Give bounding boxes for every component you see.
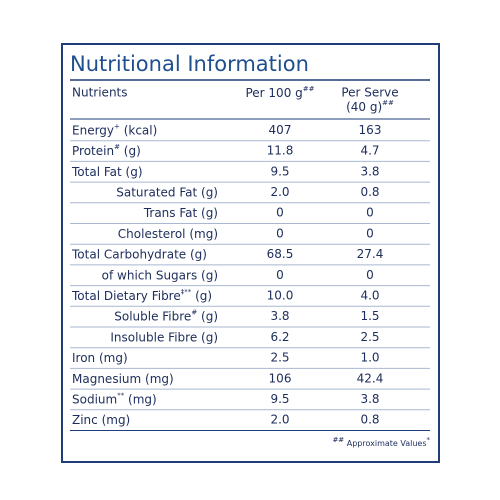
per100-value: 10.0 [267,288,294,302]
label-text: Total Dietary Fibre [71,288,181,302]
perserve-value: 1.5 [360,309,379,323]
per100-value: 9.5 [270,164,289,178]
nutrient-label: Total Carbohydrate (g) [71,247,207,261]
per100-value: 6.2 [270,330,289,344]
nutrient-label: Protein# (g) [72,143,141,158]
per100-value: 2.5 [270,351,289,365]
perserve-value: 0 [366,206,374,220]
per100-value: 0 [276,268,284,282]
label-sup: + [114,122,120,130]
perserve-value: 0 [366,268,374,282]
perserve-header-2: (40 g)## [346,99,394,114]
nutrients-header: Nutrients [72,86,128,100]
perserve-value: 27.4 [357,247,384,261]
per100-value: 0 [276,226,284,240]
nutrient-label: of which Sugars (g) [102,268,218,282]
nutrient-label: Cholesterol (mg) [118,226,218,240]
per100-value: 68.5 [267,247,294,261]
label-text: Magnesium (mg) [72,371,174,385]
per100-value: 407 [269,123,292,137]
label-unit: (g) [197,309,218,323]
nutrient-label: Total Dietary Fibre‡** (g) [71,288,212,303]
nutrient-label: Saturated Fat (g) [116,185,218,199]
per100-value: 2.0 [270,185,289,199]
perserve-value: 163 [359,123,382,137]
label-text: Total Carbohydrate (g) [71,247,207,261]
per100-value: 11.8 [267,144,294,158]
perserve-value: 2.5 [360,330,379,344]
perserve-value: 3.8 [360,392,379,406]
perserve-value: 42.4 [357,371,384,385]
nutrient-label: Energy+ (kcal) [72,122,157,137]
perserve-value: 1.0 [360,351,379,365]
perserve-value: 4.7 [360,144,379,158]
perserve-value: 0.8 [360,185,379,199]
label-text: Cholesterol (mg) [118,226,218,240]
label-border [61,43,440,463]
nutrient-label: Magnesium (mg) [72,371,174,385]
perserve-value: 0 [366,226,374,240]
label-sup: # [114,143,120,151]
label-sup: # [191,309,197,317]
label-text: Sodium [72,392,117,406]
per100-value: 0 [276,206,284,220]
per100-value: 106 [269,371,292,385]
label-unit: (kcal) [120,123,157,137]
label-text: Saturated Fat (g) [116,185,218,199]
nutrient-label: Sodium** (mg) [72,391,157,406]
per100-header: Per 100 g## [245,85,314,100]
perserve-value: 3.8 [360,164,379,178]
per100-value: 2.0 [270,413,289,427]
label-text: Energy [72,123,114,137]
nutrient-label: Insoluble Fibre (g) [110,330,218,344]
label-text: of which Sugars (g) [102,268,218,282]
per100-value: 9.5 [270,392,289,406]
per100-value: 3.8 [270,309,289,323]
label-sup: ** [117,391,125,399]
title: Nutritional Information [70,52,309,76]
perserve-header: Per Serve [341,86,398,100]
perserve-value: 4.0 [360,288,379,302]
nutrient-label: Trans Fat (g) [143,206,218,220]
label-unit: (mg) [124,392,156,406]
label-text: Soluble Fibre [114,309,191,323]
label-text: Trans Fat (g) [143,206,218,220]
label-text: Total Fat (g) [71,164,143,178]
label-text: Iron (mg) [72,351,128,365]
label-text: Protein [72,144,114,158]
footnote: ## Approximate Values* [332,436,430,448]
nutrient-label: Zinc (mg) [72,413,130,427]
nutrient-label: Soluble Fibre# (g) [114,309,218,324]
label-unit: (g) [191,288,212,302]
perserve-value: 0.8 [360,413,379,427]
nutrient-label: Iron (mg) [72,351,128,365]
label-sup: ‡** [181,288,192,296]
label-unit: (g) [120,144,141,158]
label-text: Insoluble Fibre (g) [110,330,218,344]
nutrient-label: Total Fat (g) [71,164,143,178]
label-text: Zinc (mg) [72,413,130,427]
